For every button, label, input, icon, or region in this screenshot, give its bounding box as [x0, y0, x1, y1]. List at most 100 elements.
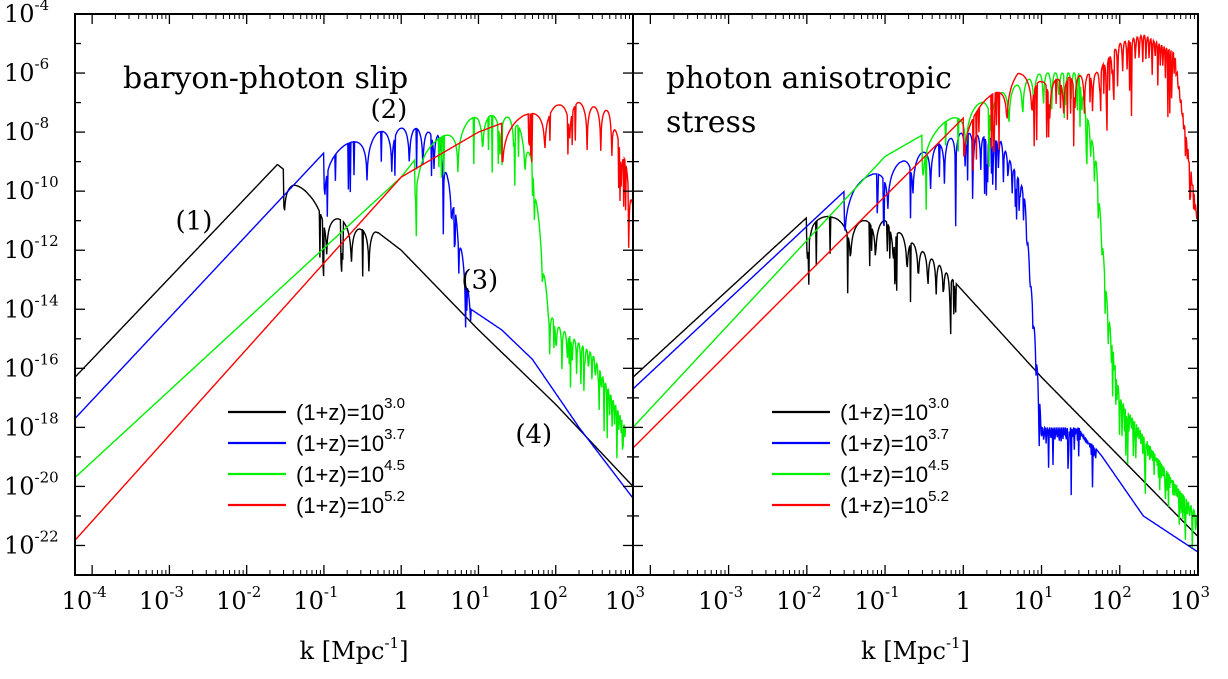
legend-label-3: (1+z)=104.5 [840, 457, 949, 487]
panel-title: photon anisotropic [666, 61, 952, 96]
y-tick-label: 10-20 [4, 468, 59, 500]
legend-label-text: (1+z)=10 [840, 400, 928, 425]
series-line-4 [633, 33, 1198, 449]
legend-label-exponent: 3.0 [384, 395, 405, 412]
y-tick-exponent: -8 [35, 114, 50, 132]
y-tick-label: 10-4 [4, 0, 49, 28]
y-tick-exponent: -18 [35, 409, 59, 427]
y-tick-exponent: -12 [35, 232, 59, 250]
plot-frame [632, 13, 1199, 576]
panel-title: baryon-photon slip [123, 61, 408, 96]
legend-label-4: (1+z)=105.2 [840, 488, 949, 518]
x-tick-label: 10-2 [776, 583, 821, 615]
x-tick-exponent: -4 [92, 583, 107, 601]
legend-label-1: (1+z)=103.0 [840, 395, 949, 425]
legend-label-text: (1+z)=10 [296, 493, 384, 518]
x-axis-label: k [Mpc-1] [300, 634, 409, 665]
series-line-1 [633, 215, 1198, 538]
annotation-1: (1) [176, 207, 213, 237]
x-tick-exponent: 2 [1122, 583, 1132, 601]
x-axis-label-exponent: -1 [384, 634, 399, 652]
legend-label-text: (1+z)=10 [296, 462, 384, 487]
y-tick-label: 10-12 [4, 232, 59, 264]
series-line-3 [75, 114, 627, 479]
plot-frame [74, 13, 634, 576]
legend-label-exponent: 5.2 [384, 488, 405, 505]
x-tick-label: 10-3 [698, 583, 743, 615]
y-tick-exponent: -4 [35, 0, 50, 14]
legend-label-exponent: 5.2 [928, 488, 949, 505]
legend-label-exponent: 3.7 [384, 426, 405, 443]
y-tick-exponent: -16 [35, 350, 59, 368]
legend-label-1: (1+z)=103.0 [296, 395, 405, 425]
x-tick-exponent: -3 [169, 583, 184, 601]
annotation-2: (2) [370, 95, 407, 125]
x-tick-label: 1 [394, 587, 409, 615]
series-line-4 [75, 101, 633, 541]
x-tick-label: 102 [528, 583, 568, 615]
legend-label-text: (1+z)=10 [296, 400, 384, 425]
y-tick-label: 10-16 [4, 350, 59, 382]
legend-label-exponent: 4.5 [928, 457, 949, 474]
x-tick-exponent: -2 [807, 583, 822, 601]
legend-label-2: (1+z)=103.7 [840, 426, 949, 456]
y-tick-label: 10-10 [4, 173, 59, 205]
legend-label-text: (1+z)=10 [840, 493, 928, 518]
x-tick-label: 10-3 [139, 583, 184, 615]
x-tick-label: 10-2 [216, 583, 261, 615]
x-tick-label: 10-1 [293, 583, 338, 615]
y-tick-exponent: -6 [35, 55, 50, 73]
x-tick-exponent: 1 [481, 583, 491, 601]
series-group [633, 33, 1198, 553]
series-line-2 [633, 132, 1198, 553]
legend-label-4: (1+z)=105.2 [296, 488, 405, 518]
x-tick-exponent: -3 [729, 583, 744, 601]
series-line-1 [75, 163, 633, 487]
x-tick-exponent: -1 [885, 583, 900, 601]
y-tick-exponent: -20 [35, 468, 59, 486]
series-group [75, 101, 633, 541]
legend-label-text: (1+z)=10 [296, 431, 384, 456]
annotation-4: (4) [515, 420, 552, 450]
x-tick-label: 102 [1092, 583, 1132, 615]
x-tick-exponent: 2 [558, 583, 568, 601]
legend-label-text: (1+z)=10 [840, 462, 928, 487]
y-tick-label: 10-18 [4, 409, 59, 441]
x-axis-label-text: k [Mpc [861, 637, 946, 665]
x-tick-exponent: -2 [247, 583, 262, 601]
legend-label-2: (1+z)=103.7 [296, 426, 405, 456]
y-tick-label: 10-8 [4, 114, 49, 146]
x-tick-exponent: 3 [1201, 583, 1211, 601]
x-tick-label: 10-1 [854, 583, 899, 615]
legend-label-exponent: 3.7 [928, 426, 949, 443]
left-chart-panel: 10-4 10-3 10-2 10-1 1 101 102 10310-410-610-810… [4, 0, 645, 665]
x-axis-label-bracket: ] [399, 637, 408, 665]
x-tick-label: 103 [605, 583, 645, 615]
legend-label-exponent: 3.0 [928, 395, 949, 412]
x-tick-label: 101 [1013, 583, 1053, 615]
y-tick-label: 10-14 [4, 291, 59, 323]
y-tick-exponent: -14 [35, 291, 59, 309]
x-axis-label-bracket: ] [961, 637, 970, 665]
x-axis-label: k [Mpc-1] [861, 634, 970, 665]
x-tick-label: 1 [956, 587, 971, 615]
series-line-2 [75, 127, 633, 499]
legend-label-exponent: 4.5 [384, 457, 405, 474]
x-tick-exponent: 1 [1044, 583, 1054, 601]
legend-label-text: (1+z)=10 [840, 431, 928, 456]
x-tick-label: 103 [1170, 583, 1210, 615]
series-line-3 [633, 72, 1198, 548]
x-tick-label: 10-4 [62, 583, 107, 615]
y-tick-exponent: -22 [35, 527, 59, 545]
panel-title: stress [666, 105, 756, 140]
x-tick-label: 101 [450, 583, 490, 615]
annotation-3: (3) [461, 266, 498, 296]
x-tick-exponent: 3 [636, 583, 646, 601]
x-tick-exponent: -1 [324, 583, 339, 601]
y-tick-exponent: -10 [35, 173, 59, 191]
legend-label-3: (1+z)=104.5 [296, 457, 405, 487]
x-axis-label-text: k [Mpc [300, 637, 385, 665]
y-tick-label: 10-6 [4, 55, 49, 87]
